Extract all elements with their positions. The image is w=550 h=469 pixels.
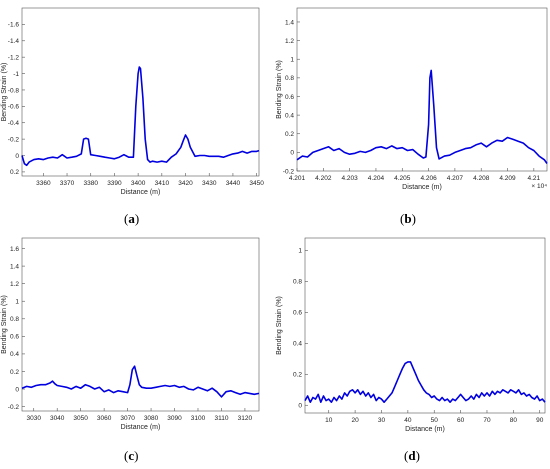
- y-tick-label: 1.6: [10, 246, 19, 253]
- x-tick-label: 3400: [131, 180, 146, 187]
- y-axis-label: Bending Strain (%): [1, 63, 8, 122]
- y-tick-label: 0.2: [10, 169, 19, 176]
- x-tick-label: 30: [378, 417, 386, 424]
- chart-d: 10 20 30 40 50 60 70 80 90 0 0.2 0.4 0.6 0.8 1 Distance…: [276, 237, 546, 433]
- y-tick-label: 1.2: [10, 281, 19, 288]
- y-tick-label: 0.6: [285, 94, 294, 101]
- x-tick-label: 3360: [36, 180, 51, 187]
- y-tick-label: 0: [15, 153, 19, 160]
- x-tick-label: 3420: [178, 180, 193, 187]
- y-tick-label: 0.6: [293, 310, 302, 317]
- chart-b: 4.201 4.202 4.203 4.204 4.205 4.206 4.207 4.208…: [276, 7, 548, 191]
- x-tick-label: 3390: [107, 180, 122, 187]
- y-tick-label: 0.2: [293, 372, 302, 379]
- chart-a: 3360 3370 3380 3390 3400 3410 3420 3430 3440 3450…: [1, 7, 264, 196]
- x-tick-label: 3120: [238, 415, 253, 422]
- x-tick-label: 3050: [73, 415, 88, 422]
- x-tick-label: 80: [510, 417, 518, 424]
- x-tick-label: 3060: [97, 415, 112, 422]
- y-tick-label: 0: [290, 150, 294, 157]
- x-tick-label: 3110: [214, 415, 228, 422]
- x-tick-label: 3100: [191, 415, 206, 422]
- y-tick-label: -0.4: [8, 120, 20, 127]
- x-exponent-label: × 10⁴: [531, 183, 547, 190]
- panel-label-d: (d): [404, 448, 420, 463]
- x-tick-label: 4.203: [341, 175, 358, 182]
- series-line: [21, 66, 260, 167]
- plot-frame: [296, 7, 548, 172]
- y-tick-label: -0.2: [8, 404, 20, 411]
- x-tick-label: 4.202: [315, 175, 332, 182]
- series-line: [304, 361, 546, 403]
- x-tick-label: 3440: [226, 180, 241, 187]
- x-tick-label: 3090: [167, 415, 182, 422]
- x-tick-label: 60: [457, 417, 465, 424]
- x-tick-label: 3450: [249, 180, 264, 187]
- y-tick-label: 1: [290, 57, 294, 64]
- y-tick-label: -1: [13, 71, 19, 78]
- y-tick-label: -1.4: [8, 38, 20, 45]
- x-tick-label: 4.206: [420, 175, 437, 182]
- y-tick-label: 0.2: [285, 131, 294, 138]
- y-axis-label: Bending Strain (%): [276, 60, 283, 119]
- x-tick-label: 3070: [120, 415, 135, 422]
- x-tick-label: 3380: [83, 180, 98, 187]
- y-tick-label: -1.2: [8, 54, 20, 61]
- x-axis-label: Distance (m): [121, 189, 161, 196]
- plot-frame: [21, 7, 260, 177]
- y-tick-label: 1.4: [10, 263, 19, 270]
- y-tick-label: 0.4: [10, 351, 19, 358]
- x-tick-label: 4.204: [368, 175, 385, 182]
- chart-c: 3030 3040 3050 3060 3070 3080 3090 3100 3110 3120…: [1, 237, 260, 431]
- y-tick-label: 0.2: [10, 369, 19, 376]
- x-tick-label: 40: [404, 417, 412, 424]
- x-tick-label: 4.209: [499, 175, 516, 182]
- y-tick-label: 1: [15, 299, 19, 306]
- x-tick-label: 3370: [60, 180, 75, 187]
- x-tick-label: 3430: [202, 180, 217, 187]
- x-tick-label: 4.205: [394, 175, 411, 182]
- x-tick-label: 50: [431, 417, 439, 424]
- y-tick-label: -1.6: [8, 22, 20, 29]
- y-tick-label: -0.8: [8, 87, 20, 94]
- x-tick-label: 3410: [155, 180, 170, 187]
- x-axis-label: Distance (m): [405, 426, 445, 433]
- x-tick-label: 3040: [50, 415, 65, 422]
- x-tick-label: 90: [536, 417, 544, 424]
- y-tick-label: 1.4: [285, 19, 294, 26]
- x-tick-label: 70: [483, 417, 491, 424]
- y-axis-label: Bending Strain (%): [276, 296, 283, 355]
- y-tick-label: -0.6: [8, 104, 20, 111]
- x-tick-label: 10: [325, 417, 333, 424]
- x-tick-label: 4.21: [528, 175, 541, 182]
- series-line: [296, 69, 548, 164]
- x-axis-label: Distance (m): [121, 424, 161, 431]
- y-tick-label: 1.2: [285, 38, 294, 45]
- y-axis-label: Bending Strain (%): [1, 295, 8, 354]
- y-tick-label: 1: [298, 248, 302, 255]
- panel-label-c: (c): [124, 448, 139, 463]
- plot-frame: [21, 237, 260, 412]
- y-tick-label: -0.2: [8, 136, 20, 143]
- x-tick-label: 3030: [26, 415, 41, 422]
- y-tick-label: -0.2: [283, 168, 295, 175]
- plot-frame: [304, 237, 546, 414]
- y-tick-label: 0.4: [285, 112, 294, 119]
- y-tick-label: 0.8: [285, 75, 294, 82]
- y-tick-label: 0: [15, 386, 19, 393]
- y-tick-label: 0: [298, 403, 302, 410]
- series-line: [21, 365, 260, 398]
- x-tick-label: 4.201: [289, 175, 306, 182]
- y-tick-label: 0.8: [293, 279, 302, 286]
- x-tick-label: 4.207: [447, 175, 464, 182]
- x-tick-label: 3080: [144, 415, 159, 422]
- x-tick-label: 4.208: [473, 175, 490, 182]
- x-tick-label: 20: [351, 417, 359, 424]
- y-tick-label: 0.4: [293, 341, 302, 348]
- x-axis-label: Distance (m): [402, 184, 442, 191]
- y-tick-label: 0.6: [10, 334, 19, 341]
- y-tick-label: 0.8: [10, 316, 19, 323]
- panel-label-a: (a): [124, 211, 140, 226]
- panel-label-b: (b): [400, 211, 416, 226]
